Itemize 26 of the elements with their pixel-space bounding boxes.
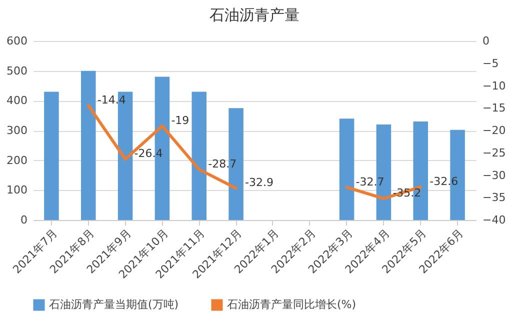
data-label: -19 xyxy=(171,114,190,128)
y-tick-label: 600 xyxy=(6,34,28,48)
y-tick-label: 500 xyxy=(6,64,28,78)
data-label: -35.2 xyxy=(392,186,422,200)
data-label: -32.9 xyxy=(245,176,274,190)
y-tick-label: 400 xyxy=(6,94,28,108)
y2-tick-label: −20 xyxy=(482,124,506,137)
y2-tick-label: −30 xyxy=(482,168,506,182)
y2-tick-label: −10 xyxy=(482,79,506,92)
y-tick-label: 300 xyxy=(6,124,28,137)
chart-title: 石油沥青产量 xyxy=(210,6,300,24)
bar xyxy=(80,70,96,220)
y-tick-label: 100 xyxy=(6,184,28,197)
y2-tick-label: −35 xyxy=(482,191,506,204)
bar xyxy=(339,118,354,220)
y2-tick-label: −25 xyxy=(482,146,506,160)
y2-tick-label: −5 xyxy=(482,56,499,70)
y-tick-label: 0 xyxy=(20,214,28,226)
legend-label: 石油沥青产量同比增长(%) xyxy=(227,298,356,311)
y2-tick-label: 0 xyxy=(482,34,490,48)
bar xyxy=(44,92,59,220)
y2-tick-label: −15 xyxy=(482,102,506,115)
y-tick-label: 200 xyxy=(6,154,28,167)
bar xyxy=(192,92,207,220)
legend-label: 石油沥青产量当期值(万吨) xyxy=(49,298,179,311)
y2-tick-label: −40 xyxy=(482,214,506,226)
